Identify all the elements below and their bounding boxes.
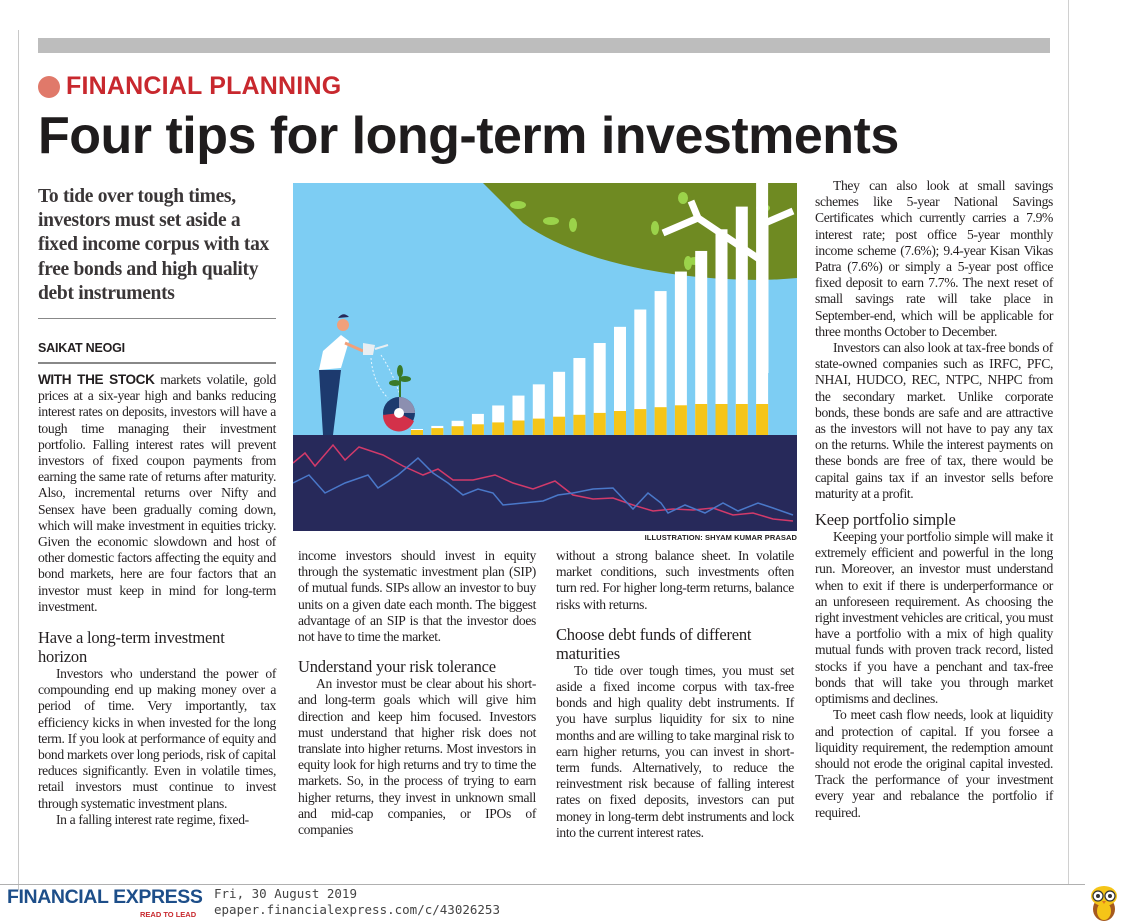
growth-bar-gold — [674, 405, 687, 435]
growth-bars — [411, 183, 769, 435]
growth-bar — [695, 250, 708, 435]
growth-bar — [593, 343, 606, 435]
growth-bar — [634, 309, 647, 435]
intro-paragraph: WITH THE STOCK markets volatile, gold pr… — [38, 372, 276, 615]
paragraph: income investors should invest in equity… — [298, 548, 536, 645]
subheading: Keep portfolio simple — [815, 510, 956, 530]
illustration-credit: ILLUSTRATION: SHYAM KUMAR PRASAD — [644, 533, 797, 542]
logo-tagline: READ TO LEAD — [140, 910, 197, 919]
paragraph: Investors can also look at tax-free bond… — [815, 340, 1053, 501]
growth-bar-gold — [431, 428, 444, 435]
watering-spray — [370, 354, 402, 399]
edition-url[interactable]: epaper.financialexpress.com/c/43026253 — [214, 902, 500, 917]
growth-bar-gold — [553, 416, 566, 435]
intro-text: markets volatile, gold prices at a six-y… — [38, 372, 276, 614]
section-kicker: FINANCIAL PLANNING — [38, 72, 341, 101]
column-4: They can also look at small savings sche… — [815, 178, 1053, 821]
paragraph: They can also look at small savings sche… — [815, 178, 1053, 339]
blue-trend-line — [293, 456, 794, 516]
owl-mascot-icon[interactable] — [1088, 884, 1120, 922]
growth-bar — [735, 206, 748, 435]
growth-bar-gold — [715, 404, 728, 435]
column-2: income investors should invest in equity… — [298, 548, 536, 838]
ground — [293, 435, 797, 531]
growth-bar-gold — [492, 422, 505, 435]
paragraph: To meet cash flow needs, look at liquidi… — [815, 707, 1053, 820]
subheading: Choose debt funds of different maturitie… — [556, 624, 752, 663]
standfirst: To tide over tough times, investors must… — [38, 186, 269, 304]
page-right-border — [1068, 0, 1069, 884]
growth-bar-gold — [471, 424, 484, 435]
edition-info: Fri, 30 August 2019 epaper.financialexpr… — [214, 886, 500, 918]
column-1: WITH THE STOCK markets volatile, gold pr… — [38, 372, 276, 828]
paragraph: Investors who understand the power of co… — [38, 666, 276, 811]
growth-bar-gold — [654, 407, 667, 435]
paragraph: without a strong balance sheet. In volat… — [556, 548, 794, 612]
red-trend-line — [293, 443, 794, 522]
illustration — [293, 183, 797, 531]
growth-bar-gold — [634, 409, 647, 435]
paragraph: An investor must be clear about his shor… — [298, 676, 536, 838]
bullet-dot-icon — [38, 75, 60, 98]
growth-bar — [654, 291, 667, 435]
man-figure — [319, 314, 389, 435]
lead-caps: WITH THE STOCK — [38, 372, 155, 387]
divider — [38, 362, 276, 364]
growth-bar-gold — [735, 404, 748, 435]
growth-bar-gold — [573, 414, 586, 435]
paragraph: In a falling interest rate regime, fixed… — [56, 811, 249, 827]
growth-bar — [674, 271, 687, 435]
growth-bar-gold — [512, 420, 525, 435]
footer-divider — [0, 884, 1085, 885]
headline: Four tips for long-term investments — [38, 107, 899, 165]
subheading: Have a long-term investment horizon — [38, 628, 225, 667]
plant-pie-pot — [382, 365, 415, 432]
edition-date: Fri, 30 August 2019 — [214, 886, 357, 901]
growth-bar-gold — [451, 426, 464, 435]
page-left-border — [18, 30, 19, 890]
header-rule — [38, 38, 1050, 53]
growth-bar — [715, 229, 728, 435]
publication-logo: FINANCIAL EXPRESS — [7, 886, 203, 908]
growth-bar-gold — [614, 411, 626, 435]
growth-bar-gold — [593, 412, 606, 435]
kicker-text: FINANCIAL PLANNING — [66, 72, 342, 100]
growth-bar — [756, 183, 769, 435]
growth-bar — [614, 326, 626, 435]
growth-bar-gold — [411, 430, 423, 435]
growth-bar-gold — [532, 418, 545, 435]
subheading: Understand your risk tolerance — [298, 657, 496, 677]
byline: SAIKAT NEOGI — [38, 341, 125, 355]
column-3: without a strong balance sheet. In volat… — [556, 548, 794, 841]
growth-bar-gold — [695, 404, 708, 435]
paragraph: Keeping your portfolio simple will make … — [815, 529, 1054, 707]
divider — [38, 318, 276, 319]
paragraph: To tide over tough times, you must set a… — [556, 662, 794, 840]
growth-bar-gold — [756, 404, 769, 435]
